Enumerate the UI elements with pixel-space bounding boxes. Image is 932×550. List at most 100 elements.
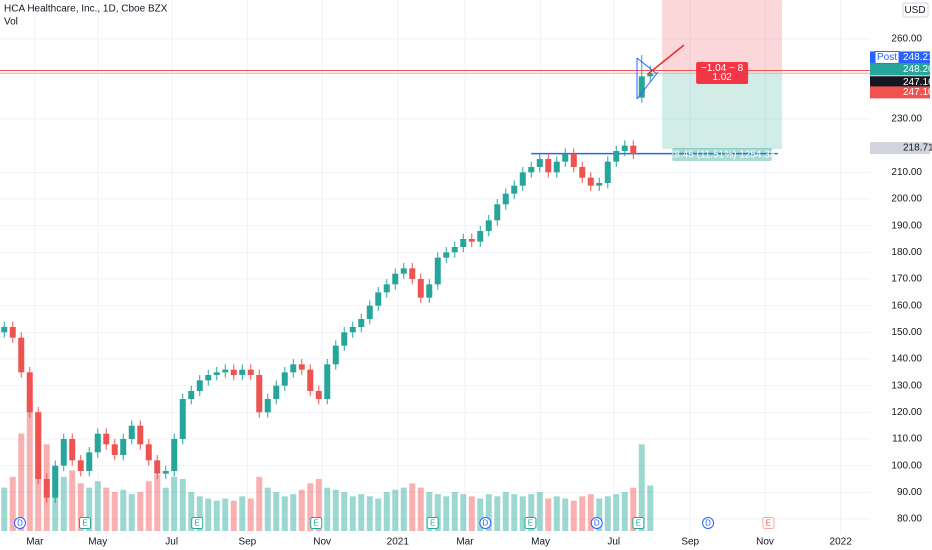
candle-body bbox=[111, 444, 118, 455]
event-marker bbox=[79, 517, 92, 529]
triangle-line bbox=[636, 57, 658, 75]
event-marker bbox=[191, 517, 204, 529]
candle-body bbox=[264, 399, 271, 413]
candle-body bbox=[613, 151, 620, 162]
candle-body bbox=[196, 380, 203, 391]
volume-bar bbox=[638, 444, 645, 531]
volume-bar bbox=[604, 496, 611, 531]
volume-bar bbox=[613, 494, 620, 531]
volume-bar bbox=[307, 483, 314, 531]
candle-body bbox=[647, 73, 654, 77]
candle-body bbox=[18, 337, 25, 373]
y-tick-label: 170.00 bbox=[891, 274, 922, 285]
candle-body bbox=[290, 364, 297, 373]
y-tick-label: 90.00 bbox=[897, 487, 922, 498]
volume-bar bbox=[621, 492, 628, 531]
candle-body bbox=[366, 305, 373, 319]
candle-body bbox=[1, 327, 8, 333]
y-tick-label: 180.00 bbox=[891, 247, 922, 258]
chart-title: HCA Healthcare, Inc., 1D, Cboe BZX bbox=[4, 4, 168, 15]
volume-bar bbox=[256, 476, 263, 531]
volume-bar bbox=[18, 433, 25, 531]
volume-bar bbox=[596, 498, 603, 531]
candle-body bbox=[94, 433, 101, 453]
volume-bar bbox=[349, 496, 356, 531]
volume-bar bbox=[341, 492, 348, 531]
currency[interactable]: USD bbox=[904, 5, 925, 16]
volume-bar bbox=[358, 494, 365, 531]
candle-body bbox=[281, 372, 288, 386]
x-tick-label: Sep bbox=[681, 537, 699, 548]
x-tick-label: Nov bbox=[313, 537, 331, 548]
candle-body bbox=[587, 177, 594, 186]
candle-body bbox=[426, 284, 433, 298]
y-tick-label: 160.00 bbox=[891, 300, 922, 311]
candle-body bbox=[239, 369, 246, 375]
volume-bar bbox=[511, 494, 518, 531]
candle-body bbox=[621, 145, 628, 151]
price-axis: 80.00 90.00 100.00 110.00 120.00 130.00 140.00… bbox=[870, 0, 932, 550]
y-tick-label: 140.00 bbox=[891, 354, 922, 365]
candle-body bbox=[417, 279, 424, 298]
price-label: 248.21 bbox=[903, 52, 932, 63]
x-tick-label: Mar bbox=[26, 537, 44, 548]
target-label: 28.45 (11.51%) 1254.38 bbox=[669, 150, 776, 161]
event-label: E bbox=[314, 519, 319, 528]
candle-body bbox=[528, 167, 535, 173]
candle-body bbox=[451, 247, 458, 253]
y-tick-label: 150.00 bbox=[891, 327, 922, 338]
candle-body bbox=[60, 439, 67, 466]
candle-body bbox=[519, 172, 526, 186]
volume-bar bbox=[26, 401, 33, 531]
candle-body bbox=[604, 161, 611, 183]
volume-bar bbox=[434, 494, 441, 531]
y-tick-label: 200.00 bbox=[891, 194, 922, 205]
volume-bar bbox=[120, 489, 127, 531]
risk-label: 1.02 bbox=[712, 72, 732, 83]
volume-bar bbox=[213, 500, 220, 531]
candle-body bbox=[145, 444, 152, 461]
volume-bar bbox=[468, 496, 475, 531]
candle-body bbox=[443, 252, 450, 258]
candle-body bbox=[502, 193, 509, 205]
candle-body bbox=[341, 332, 348, 346]
volume-bar bbox=[366, 496, 373, 531]
candle-body bbox=[86, 452, 93, 471]
candle-body bbox=[222, 369, 229, 373]
event-marker bbox=[762, 517, 775, 529]
volume-bar bbox=[103, 487, 110, 531]
x-tick-label: Jul bbox=[165, 537, 178, 548]
candle-body bbox=[638, 76, 645, 98]
event-marker bbox=[479, 517, 492, 529]
candle-body bbox=[120, 439, 127, 455]
target-zone bbox=[662, 72, 783, 150]
event-marker bbox=[13, 517, 26, 529]
volume-bar bbox=[451, 492, 458, 531]
volume-bar bbox=[630, 487, 637, 531]
volume-bar bbox=[553, 496, 560, 531]
price-label-box bbox=[870, 63, 930, 76]
volume-bar bbox=[196, 496, 203, 531]
event-label: E bbox=[636, 519, 641, 528]
candle-body bbox=[596, 183, 603, 186]
trend-arrow bbox=[647, 44, 685, 75]
volume-bar bbox=[409, 483, 416, 531]
volume-bar bbox=[94, 481, 101, 531]
volume-bar bbox=[290, 494, 297, 531]
volume-bar bbox=[111, 492, 118, 531]
candle-body bbox=[477, 231, 484, 242]
volume-bar bbox=[579, 496, 586, 531]
volume-bar bbox=[188, 492, 195, 531]
candle-body bbox=[434, 257, 441, 285]
currency-box[interactable] bbox=[902, 2, 929, 18]
post-tag-box bbox=[874, 50, 900, 64]
candle-body bbox=[162, 471, 169, 474]
candle-body bbox=[213, 372, 220, 375]
y-tick-label: 230.00 bbox=[891, 114, 922, 125]
candle-body bbox=[630, 145, 637, 154]
volume-bar bbox=[69, 470, 76, 531]
event-marker bbox=[426, 517, 439, 529]
target-label-box bbox=[672, 148, 773, 161]
candle-body bbox=[9, 327, 16, 338]
volume-bar bbox=[179, 479, 186, 531]
